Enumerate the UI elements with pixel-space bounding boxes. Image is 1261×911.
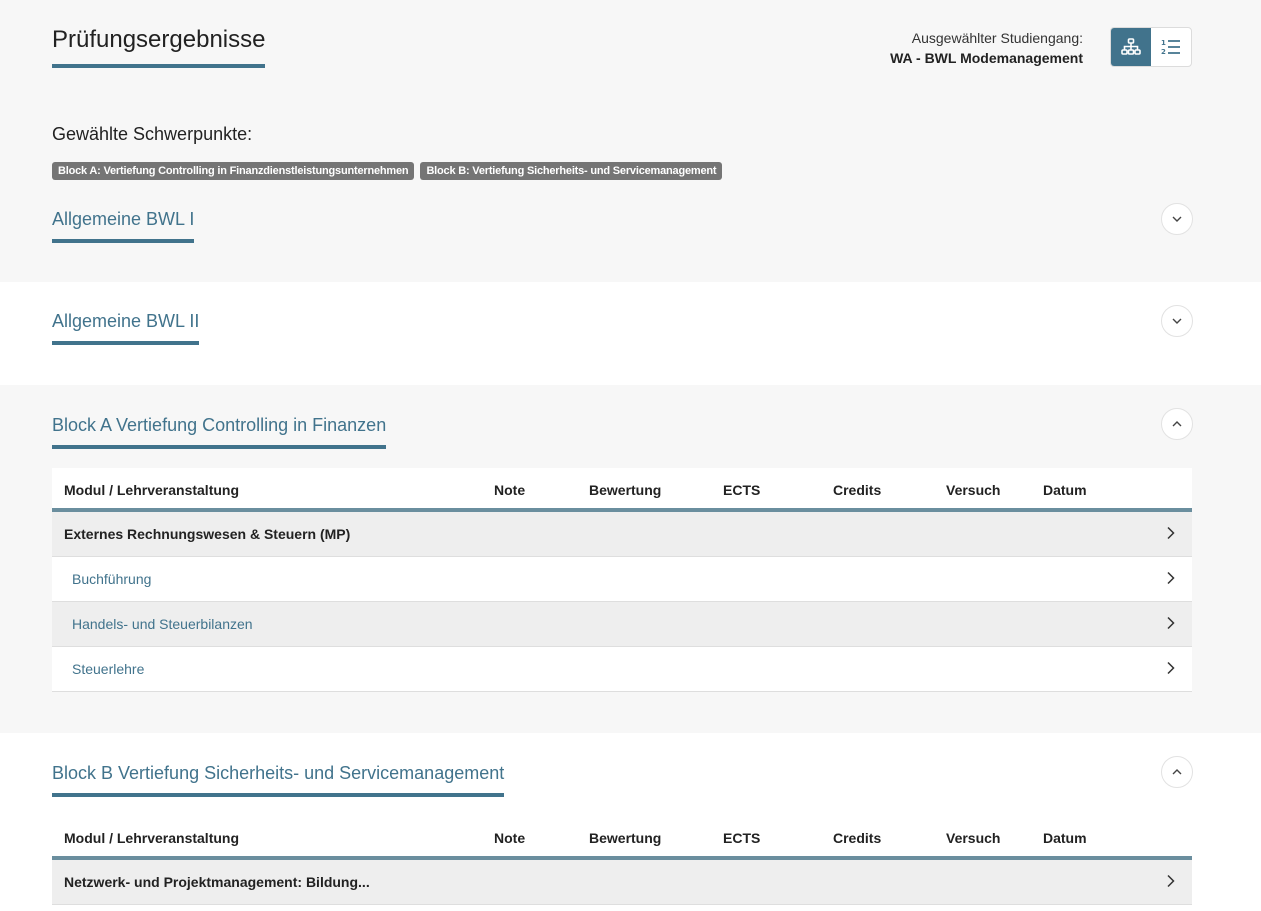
schwerpunkt-badge: Block B: Vertiefung Sicherheits- und Ser… bbox=[420, 162, 723, 180]
section-toggle-button[interactable] bbox=[1161, 408, 1193, 440]
chevron-down-icon bbox=[1172, 216, 1182, 222]
row-label: Steuerlehre bbox=[72, 661, 145, 677]
section-title-block-a[interactable]: Block A Vertiefung Controlling in Finanz… bbox=[52, 415, 387, 449]
table-row-course[interactable]: Steuerlehre bbox=[52, 647, 1192, 692]
results-table-block-a: Modul / Lehrveranstaltung Note Bewertung… bbox=[52, 468, 1192, 692]
list-view-button[interactable]: 1 2 bbox=[1151, 28, 1192, 66]
chevron-down-icon bbox=[1172, 318, 1182, 324]
section-toggle-button[interactable] bbox=[1161, 756, 1193, 788]
table-row-module[interactable]: Netzwerk- und Projektmanagement: Bildung… bbox=[52, 860, 1192, 905]
col-header-ects: ECTS bbox=[723, 482, 761, 498]
col-header-versuch: Versuch bbox=[946, 482, 1001, 498]
section-block-b: Block B Vertiefung Sicherheits- und Serv… bbox=[0, 733, 1261, 911]
table-row-course[interactable]: Handels- und Steuerbilanzen bbox=[52, 602, 1192, 647]
col-header-credits: Credits bbox=[833, 830, 882, 846]
section-title-allgemeine-bwl-2[interactable]: Allgemeine BWL II bbox=[52, 311, 200, 345]
program-label: Ausgewählter Studiengang: bbox=[911, 30, 1083, 46]
section-allgemeine-bwl-2: Allgemeine BWL II bbox=[0, 282, 1261, 385]
chevron-up-icon bbox=[1172, 769, 1182, 775]
row-label: Netzwerk- und Projektmanagement: Bildung… bbox=[64, 874, 370, 890]
table-header: Modul / Lehrveranstaltung Note Bewertung… bbox=[52, 468, 1192, 512]
selected-program: Ausgewählter Studiengang: WA - BWL Modem… bbox=[890, 28, 1083, 68]
view-toggle: 1 2 bbox=[1110, 27, 1192, 67]
section-toggle-button[interactable] bbox=[1161, 203, 1193, 235]
numbered-list-icon: 1 2 bbox=[1161, 39, 1180, 56]
hierarchy-view-button[interactable] bbox=[1111, 28, 1151, 66]
table-row-course[interactable]: Buchführung bbox=[52, 557, 1192, 602]
col-header-modul: Modul / Lehrveranstaltung bbox=[64, 482, 240, 498]
section-title-block-b[interactable]: Block B Vertiefung Sicherheits- und Serv… bbox=[52, 763, 505, 797]
table-row-module[interactable]: Externes Rechnungswesen & Steuern (MP) bbox=[52, 512, 1192, 557]
chevron-up-icon bbox=[1172, 421, 1182, 427]
col-header-bewertung: Bewertung bbox=[589, 482, 662, 498]
col-header-note: Note bbox=[494, 830, 526, 846]
col-header-note: Note bbox=[494, 482, 526, 498]
col-header-bewertung: Bewertung bbox=[589, 830, 662, 846]
schwerpunkte-badges: Block A: Vertiefung Controlling in Finan… bbox=[52, 162, 723, 180]
chevron-right-icon bbox=[1167, 526, 1175, 540]
row-label: Handels- und Steuerbilanzen bbox=[72, 616, 253, 632]
chevron-right-icon bbox=[1167, 661, 1175, 675]
col-header-datum: Datum bbox=[1043, 482, 1087, 498]
header-band: Prüfungsergebnisse Ausgewählter Studieng… bbox=[0, 0, 1261, 282]
col-header-credits: Credits bbox=[833, 482, 882, 498]
chevron-right-icon bbox=[1167, 616, 1175, 630]
hierarchy-icon bbox=[1120, 38, 1141, 55]
schwerpunkt-badge: Block A: Vertiefung Controlling in Finan… bbox=[52, 162, 415, 180]
col-header-modul: Modul / Lehrveranstaltung bbox=[64, 830, 240, 846]
section-block-a: Block A Vertiefung Controlling in Finanz… bbox=[0, 385, 1261, 733]
col-header-ects: ECTS bbox=[723, 830, 761, 846]
program-value: WA - BWL Modemanagement bbox=[890, 50, 1083, 66]
col-header-datum: Datum bbox=[1043, 830, 1087, 846]
row-label: Buchführung bbox=[72, 571, 152, 587]
page-title: Prüfungsergebnisse bbox=[52, 26, 266, 68]
section-title-allgemeine-bwl-1[interactable]: Allgemeine BWL I bbox=[52, 209, 195, 243]
col-header-versuch: Versuch bbox=[946, 830, 1001, 846]
section-toggle-button[interactable] bbox=[1161, 305, 1193, 337]
chevron-right-icon bbox=[1167, 571, 1175, 585]
row-label: Externes Rechnungswesen & Steuern (MP) bbox=[64, 526, 351, 542]
svg-text:2: 2 bbox=[1161, 48, 1166, 56]
table-header: Modul / Lehrveranstaltung Note Bewertung… bbox=[52, 816, 1192, 860]
svg-text:1: 1 bbox=[1161, 39, 1166, 47]
results-table-block-b: Modul / Lehrveranstaltung Note Bewertung… bbox=[52, 816, 1192, 905]
chevron-right-icon bbox=[1167, 874, 1175, 888]
schwerpunkte-label: Gewählte Schwerpunkte: bbox=[52, 124, 253, 144]
